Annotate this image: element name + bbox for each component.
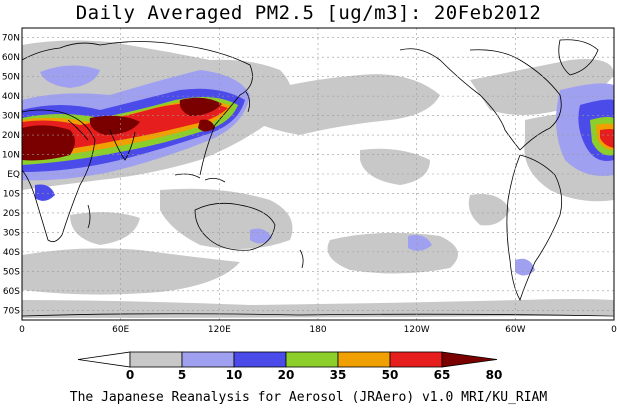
colorbar-level-label: 80: [486, 368, 503, 382]
longitude-labels: 0 60E 120E 180 120W 60W 0: [19, 325, 617, 335]
colorbar-level-label: 20: [278, 368, 295, 382]
colorbar-segment: [337, 351, 391, 368]
lon-tick-label: 60W: [505, 325, 525, 335]
lat-tick-label: 20N: [2, 131, 20, 141]
map-plot-area: [21, 27, 615, 321]
colorbar-segment: [129, 351, 183, 368]
colorbar-min-arrow: [77, 351, 131, 368]
colorbar: [77, 351, 498, 368]
coastlines: [22, 39, 614, 317]
lon-tick-label: 180: [309, 325, 326, 335]
lat-tick-label: EQ: [7, 170, 20, 180]
map-frame: [21, 27, 615, 321]
lat-tick-label: 60S: [3, 287, 20, 297]
lon-tick-label: 120E: [208, 325, 231, 335]
latitude-labels: 70N 60N 50N 40N 30N 20N 10N EQ 10S 20S 30S 40S 50S 60…: [2, 34, 20, 317]
lat-tick-label: 70N: [2, 34, 20, 44]
pm25-level-80-plus: [22, 97, 222, 161]
lat-tick-label: 20S: [3, 209, 20, 219]
map-title: Daily Averaged PM2.5 [ug/m3]: 20Feb2012: [75, 2, 542, 24]
lat-tick-label: 40N: [2, 92, 20, 102]
lon-tick-label: 60E: [112, 325, 129, 335]
lat-tick-label: 10S: [3, 189, 20, 199]
lat-tick-label: 60N: [2, 53, 20, 63]
colorbar-level-label: 65: [434, 368, 451, 382]
data-credit: The Japanese Reanalysis for Aerosol (JRA…: [69, 390, 548, 405]
colorbar-segment: [285, 351, 339, 368]
colorbar-segment: [389, 351, 443, 368]
colorbar-level-label: 5: [178, 368, 186, 382]
lon-tick-label: 120W: [404, 325, 430, 335]
lon-tick-label: 0: [19, 325, 25, 335]
colorbar-level-label: 0: [126, 368, 134, 382]
lat-tick-label: 70S: [3, 306, 20, 316]
lat-tick-label: 50S: [3, 267, 20, 277]
colorbar-level-label: 50: [382, 368, 399, 382]
lat-tick-label: 10N: [2, 151, 20, 161]
colorbar-segment: [233, 351, 287, 368]
colorbar-labels: 0 5 10 20 35 50 65 80: [126, 368, 503, 382]
lon-tick-label: 0: [611, 325, 617, 335]
lat-tick-label: 30S: [3, 228, 20, 238]
pm25-field: [22, 40, 614, 318]
lat-tick-label: 30N: [2, 112, 20, 122]
colorbar-max-arrow: [441, 351, 498, 368]
colorbar-level-label: 10: [226, 368, 243, 382]
colorbar-segment: [181, 351, 235, 368]
lat-tick-label: 50N: [2, 73, 20, 83]
map-gridlines: [22, 28, 614, 320]
lat-tick-label: 40S: [3, 248, 20, 258]
colorbar-level-label: 35: [330, 368, 347, 382]
